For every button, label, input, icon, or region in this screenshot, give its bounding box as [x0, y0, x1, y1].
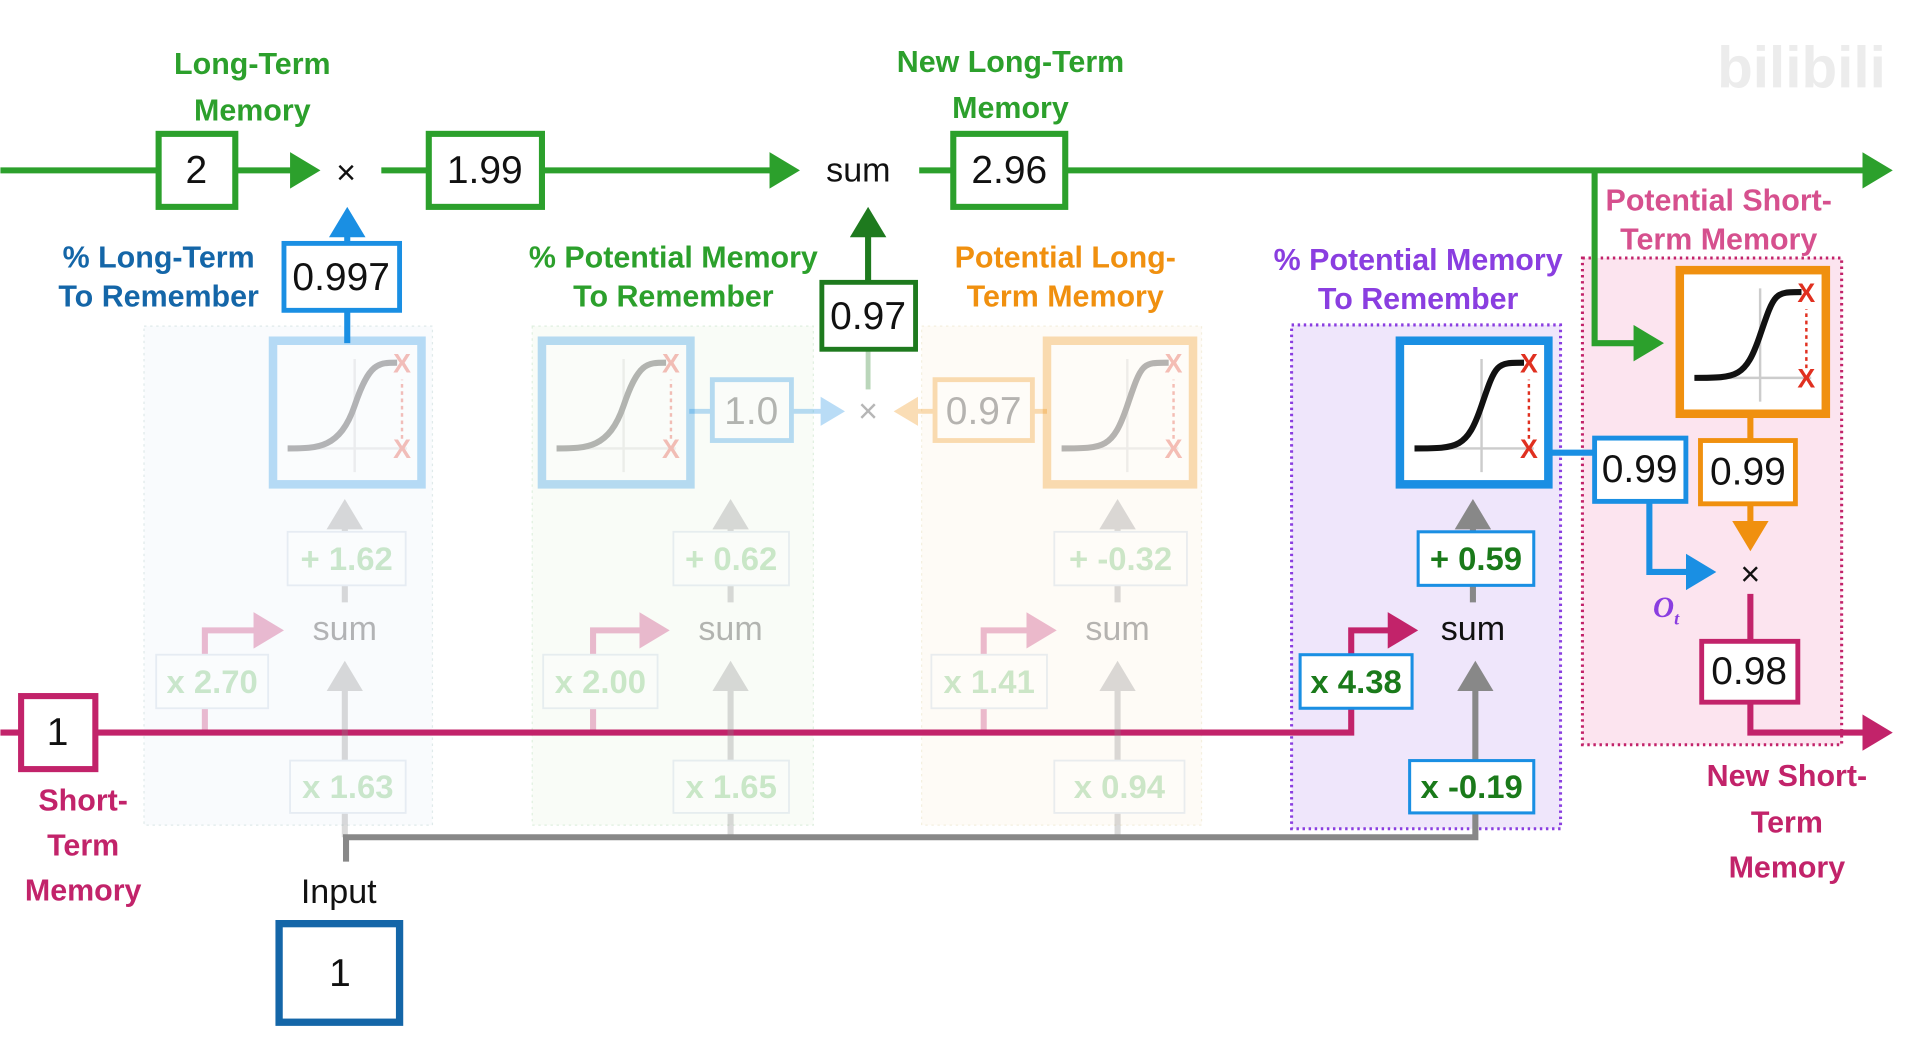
bias-box: + 0.59	[1416, 530, 1536, 587]
x-mark-icon: X	[1520, 434, 1538, 464]
x-mark-icon: X	[393, 348, 411, 378]
x-mark-icon: X	[1797, 278, 1815, 308]
long-term-line	[0, 152, 1893, 362]
input-weight-box-value: x 0.94	[1074, 768, 1166, 805]
bias-box: + 1.62	[286, 530, 407, 587]
potential-short-term-label: Potential Short-Term Memory	[1606, 184, 1832, 257]
input-gate-panel	[531, 325, 814, 826]
x-mark-icon: X	[393, 434, 411, 464]
bias-box-value: + 1.62	[301, 540, 393, 577]
candidate-panel	[921, 325, 1203, 826]
x-mark-icon: X	[662, 434, 680, 464]
input-value: 1	[329, 952, 351, 995]
input-gate-multiply-group: 1.0 × 0.97	[689, 377, 1047, 443]
stage-sum: sum	[1441, 610, 1505, 648]
output-gate-symbol: Ot	[1653, 592, 1680, 628]
x-mark-icon: X	[1165, 348, 1183, 378]
forget-gate-panel	[143, 325, 434, 826]
input-weight-box: x -0.19	[1408, 759, 1536, 815]
short-term-input-value: 1	[47, 711, 69, 754]
output-gate-box	[1592, 435, 1689, 504]
bias-box: + 0.62	[672, 530, 790, 587]
potential-short-term-value: 0.99	[1710, 451, 1786, 494]
sigmoid-curve-icon	[556, 359, 667, 452]
input-weight-box-value: x -0.19	[1421, 768, 1523, 805]
watermark: bilibili	[1717, 36, 1886, 101]
sigmoid-activation-icon: XX	[537, 336, 695, 489]
pct-potential-memory-label: % Potential Memory To Remember	[529, 241, 818, 314]
potential-short-term-box	[1698, 438, 1798, 507]
long-term-input-box	[155, 130, 239, 210]
long-term-scaled-box	[425, 130, 546, 210]
input-multiply: ×	[858, 392, 878, 430]
bias-box-value: + 0.59	[1430, 540, 1522, 577]
x-mark-icon: X	[1165, 434, 1183, 464]
sigmoid-curve-icon	[1061, 359, 1169, 452]
short-term-input-box	[18, 693, 99, 773]
input-weight-box: x 0.94	[1053, 759, 1186, 814]
potential-long-term-value: 0.97	[946, 390, 1022, 433]
new-short-term-memory-label: New Short-Term Memory	[1707, 759, 1867, 884]
short-term-weight-box-value: x 2.70	[167, 663, 258, 700]
new-long-term-value: 2.96	[971, 149, 1047, 192]
short-term-weight-box: x 2.00	[542, 653, 659, 710]
input-box	[275, 920, 404, 1026]
input-gate-pct-value: 1.0	[724, 390, 778, 433]
input-weight-box: x 1.63	[289, 759, 407, 814]
sigmoid-activation-icon: XX	[1042, 336, 1198, 489]
long-term-memory-label: Long-Term Memory	[174, 47, 331, 127]
input-weight-box: x 1.65	[672, 759, 790, 814]
new-short-term-box	[1699, 638, 1801, 705]
sigmoid-curve-icon	[1414, 359, 1525, 452]
sigmoid-curve-icon	[287, 359, 398, 452]
short-term-weight-box: x 1.41	[930, 653, 1048, 710]
stage-sum: sum	[698, 610, 762, 648]
input-label: Input	[301, 873, 377, 911]
input-gate-product-box	[819, 279, 918, 352]
new-long-term-memory-label: New Long-Term Memory	[897, 45, 1124, 125]
x-mark-icon: X	[1797, 364, 1815, 394]
forget-multiply: ×	[336, 154, 356, 192]
new-short-term-value: 0.98	[1711, 650, 1787, 693]
potential-short-term-sigmoid-icon: XX	[1675, 265, 1831, 419]
potential-long-term-label: Potential Long-Term Memory	[955, 241, 1176, 314]
forget-gate-box	[281, 240, 403, 313]
input-weight-box-value: x 1.63	[302, 768, 393, 805]
x-mark-icon: X	[1520, 348, 1538, 378]
bias-box: + -0.32	[1053, 530, 1188, 587]
pct-long-term-label: % Long-Term To Remember	[58, 241, 259, 314]
x-mark-icon: X	[662, 348, 680, 378]
pct-potential-output-label: % Potential Memory To Remember	[1274, 243, 1563, 316]
short-term-memory-label: Short-Term Memory	[25, 783, 142, 907]
stage-sum: sum	[313, 610, 377, 648]
long-term-sum: sum	[826, 151, 890, 189]
new-long-term-box	[950, 130, 1069, 210]
short-term-weight-box-value: x 2.00	[555, 663, 646, 700]
output-gate-arrow	[1646, 501, 1717, 591]
short-term-weight-box: x 4.38	[1298, 653, 1414, 710]
long-term-scaled-value: 1.99	[447, 149, 523, 192]
forget-gate-value: 0.997	[292, 256, 389, 299]
short-term-weight-box-value: x 1.41	[944, 663, 1035, 700]
stage-sum: sum	[1085, 610, 1149, 648]
sigmoid-activation-icon: XX	[1395, 336, 1553, 489]
input-gate-product-value: 0.97	[830, 295, 906, 338]
sigmoid-activation-icon: XX	[268, 336, 426, 489]
short-term-weight-box-value: x 4.38	[1310, 663, 1401, 700]
short-term-weight-box: x 2.70	[155, 653, 270, 710]
bias-box-value: + 0.62	[685, 540, 777, 577]
input-line	[342, 660, 1494, 862]
bias-box-value: + -0.32	[1069, 540, 1172, 577]
long-term-input-value: 2	[186, 149, 208, 192]
output-gate-value: 0.99	[1602, 448, 1678, 491]
input-weight-box-value: x 1.65	[686, 768, 777, 805]
sigmoid-curve-icon	[1694, 289, 1802, 381]
output-multiply: ×	[1740, 555, 1760, 593]
